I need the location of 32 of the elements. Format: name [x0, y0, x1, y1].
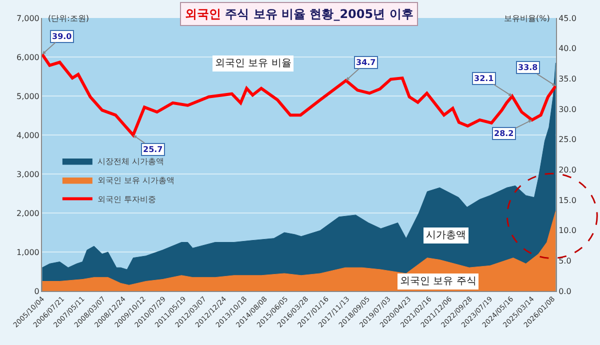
y-tick-label: 7,000: [16, 14, 40, 23]
y-tick-label: 3,000: [16, 170, 40, 179]
y-tick-label: 2,000: [16, 208, 40, 218]
y2-tick-label: 30.0: [558, 104, 576, 114]
annotation: 시가총액: [426, 230, 466, 241]
y-tick-label: 0: [34, 286, 40, 296]
y2-tick-label: 15.0: [558, 196, 576, 205]
y2-tick-label: 20.0: [558, 165, 576, 174]
data-label: 39.0: [52, 32, 72, 41]
chart-title: 외국인 주식 보유 비율 현황_2005년 이후: [185, 7, 414, 21]
y-tick-label: 4,000: [16, 130, 40, 140]
y2-axis-title: 보유비율(%): [504, 14, 550, 23]
y-tick-label: 1,000: [16, 248, 40, 257]
legend-label: 외국인 투자비중: [97, 194, 156, 204]
y2-tick-label: 10.0: [558, 226, 576, 236]
y2-tick-label: 45.0: [558, 14, 576, 23]
data-label: 28.2: [494, 129, 514, 138]
data-label: 25.7: [143, 145, 163, 154]
data-label: 33.8: [518, 63, 538, 72]
y2-tick-label: 0.0: [558, 286, 572, 296]
y2-tick-label: 35.0: [558, 74, 576, 84]
annotation: 외국인 보유 주식: [400, 276, 476, 287]
data-label: 32.1: [474, 74, 494, 83]
data-label: 34.7: [356, 58, 376, 67]
y2-tick-label: 40.0: [558, 44, 576, 54]
y-tick-label: 5,000: [16, 92, 40, 101]
annotation: 외국인 보유 비율: [215, 58, 292, 69]
y2-tick-label: 25.0: [558, 135, 576, 144]
y-tick-label: 6,000: [16, 52, 40, 62]
y-axis-title: (단위:조원): [48, 14, 89, 23]
legend-label: 시장전체 시가총액: [97, 156, 164, 166]
legend-label: 외국인 보유 시가총액: [97, 176, 175, 185]
